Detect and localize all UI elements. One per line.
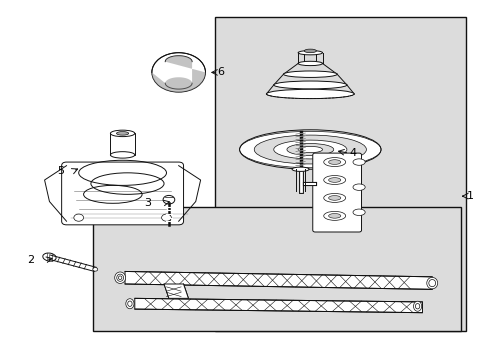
Circle shape xyxy=(161,214,171,221)
Ellipse shape xyxy=(415,303,419,309)
Ellipse shape xyxy=(328,160,340,165)
Ellipse shape xyxy=(352,209,365,216)
Circle shape xyxy=(152,53,205,92)
Ellipse shape xyxy=(117,274,123,281)
Bar xyxy=(93,207,461,330)
Ellipse shape xyxy=(328,213,340,218)
Ellipse shape xyxy=(239,131,380,168)
Ellipse shape xyxy=(125,299,134,309)
Ellipse shape xyxy=(110,130,135,136)
Ellipse shape xyxy=(352,159,365,165)
Ellipse shape xyxy=(413,301,421,311)
Ellipse shape xyxy=(304,49,316,53)
Text: 4: 4 xyxy=(348,148,356,158)
Ellipse shape xyxy=(110,152,135,158)
Ellipse shape xyxy=(116,132,128,135)
Polygon shape xyxy=(125,271,431,289)
Text: 5: 5 xyxy=(57,166,63,176)
Text: 3: 3 xyxy=(144,198,151,208)
Bar xyxy=(215,17,466,330)
Ellipse shape xyxy=(286,144,333,156)
Ellipse shape xyxy=(115,272,125,283)
Polygon shape xyxy=(152,56,205,92)
Ellipse shape xyxy=(323,211,345,220)
Ellipse shape xyxy=(328,195,340,200)
Ellipse shape xyxy=(323,176,345,184)
Circle shape xyxy=(74,214,83,221)
Ellipse shape xyxy=(328,178,340,182)
Text: 1: 1 xyxy=(466,191,472,201)
Ellipse shape xyxy=(273,140,346,159)
Ellipse shape xyxy=(127,301,132,306)
FancyBboxPatch shape xyxy=(61,162,183,225)
Ellipse shape xyxy=(266,89,353,99)
Text: 2: 2 xyxy=(27,255,35,265)
Ellipse shape xyxy=(118,276,122,279)
Ellipse shape xyxy=(298,147,322,153)
Ellipse shape xyxy=(298,61,322,66)
Polygon shape xyxy=(163,284,188,298)
Ellipse shape xyxy=(42,253,56,261)
Ellipse shape xyxy=(323,158,345,167)
Ellipse shape xyxy=(291,167,308,171)
FancyBboxPatch shape xyxy=(312,153,361,232)
Ellipse shape xyxy=(273,81,346,89)
Ellipse shape xyxy=(254,135,366,164)
Circle shape xyxy=(93,267,98,271)
Ellipse shape xyxy=(428,279,435,287)
Ellipse shape xyxy=(283,71,336,77)
Ellipse shape xyxy=(426,277,437,289)
Ellipse shape xyxy=(352,184,365,190)
Polygon shape xyxy=(135,298,422,313)
Circle shape xyxy=(163,195,174,204)
Ellipse shape xyxy=(298,50,322,55)
Ellipse shape xyxy=(323,193,345,202)
Text: 6: 6 xyxy=(217,67,224,77)
Bar xyxy=(110,134,135,155)
